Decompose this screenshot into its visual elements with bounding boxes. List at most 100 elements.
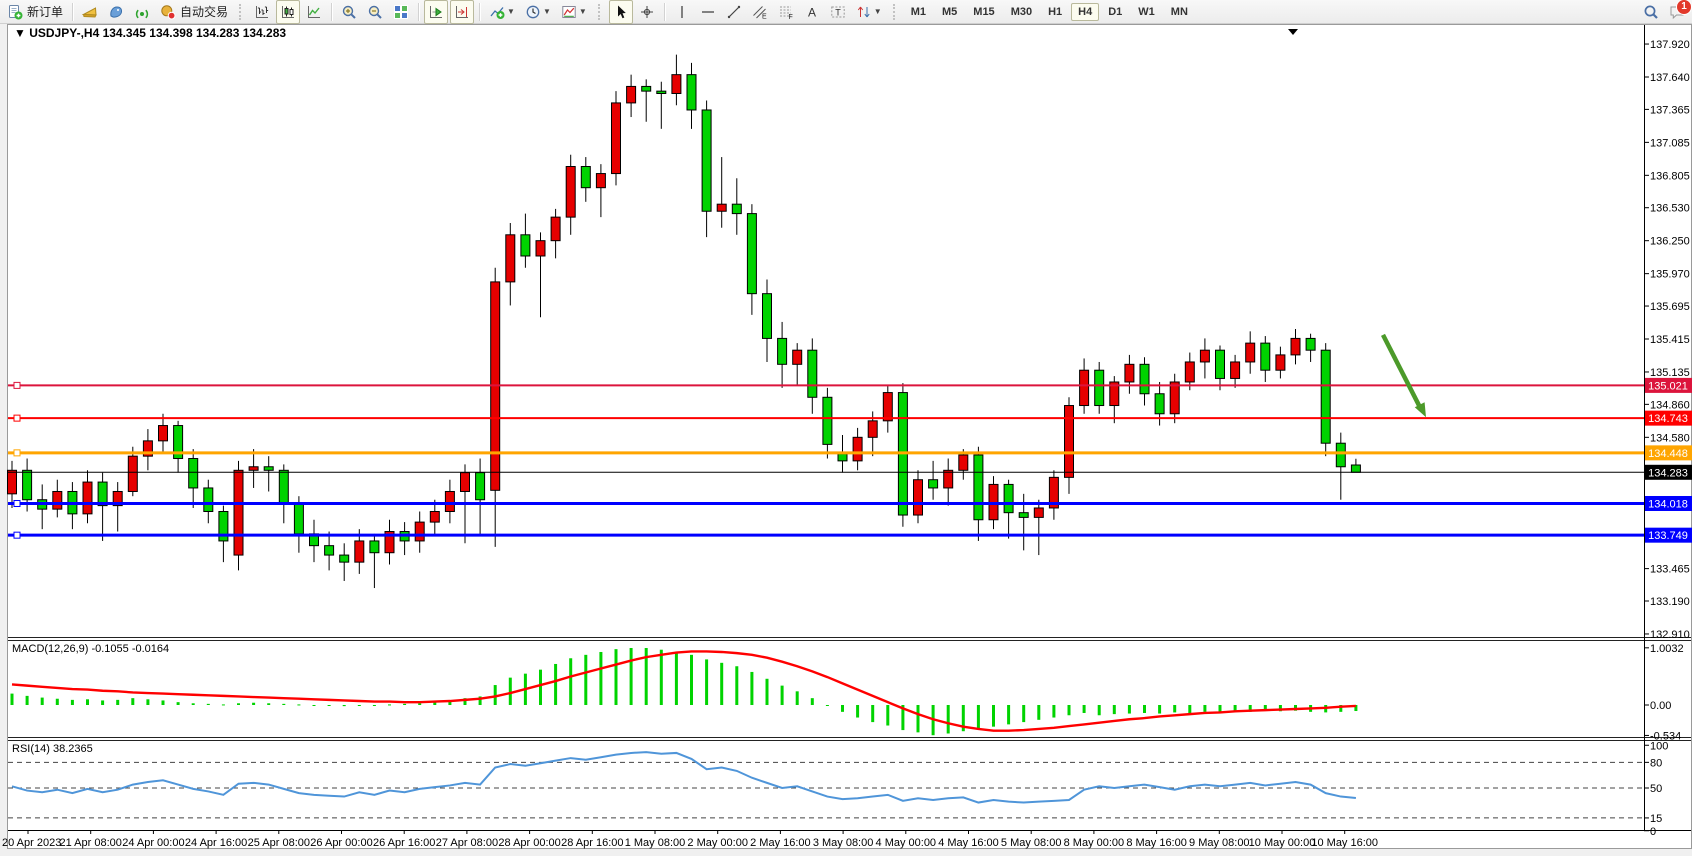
horizontal-lines[interactable]: 135.021 134.743 134.448 134.018 133.749 [8,377,1692,543]
line-anchor-handle [13,499,21,507]
toolbar-grip [239,3,245,20]
macd-pane-title: MACD(12,26,9) -0.1055 -0.0164 [12,643,169,655]
market-watch-button[interactable] [78,0,102,24]
price-tick-label: 135.135 [1650,367,1690,379]
timeframe-w1-button[interactable]: W1 [1138,5,1155,18]
search-button[interactable] [1639,0,1663,24]
rsi-line [11,751,1356,804]
new-order-icon [7,4,23,20]
price-tick-label: 134.580 [1650,432,1690,444]
chevron-down-icon[interactable]: ▼ [873,7,882,16]
channel-icon: E [752,4,768,20]
date-tick-label: 2 May 00:00 [687,837,748,849]
fibonacci-button[interactable]: F [774,0,798,24]
price-tick-label: 136.530 [1650,203,1690,215]
notifications-button[interactable]: 1 [1665,0,1692,24]
zoom-in-icon [341,4,357,20]
data-window-button[interactable] [104,0,128,24]
chart-shift-marker[interactable] [1288,29,1298,35]
svg-text:A: A [808,5,816,19]
rsi-indicator: 100 80 50 150 [8,740,1668,838]
zoom-out-icon [367,4,383,20]
zoom-in-button[interactable] [337,0,361,24]
price-level-badge-label: 135.021 [1648,380,1688,392]
horizontal-line-button[interactable] [696,0,720,24]
auto-scroll-button[interactable] [424,0,449,24]
date-tick-label: 5 May 08:00 [1001,837,1062,849]
timeframe-h4-button[interactable]: H4 [1071,2,1100,21]
crosshair-button[interactable] [635,0,659,24]
templates-button[interactable]: ▼ [557,0,591,24]
toolbar: 新订单 自动交易 ▼ ▼ ▼ E F A T ▼ M1 M5 M15 M30 H1 H4 D1 W1 MN 1 [0,0,1692,24]
sell-signal-arrow[interactable] [1380,333,1426,418]
price-tick-label: 133.190 [1650,596,1690,608]
date-tick-label: 26 Apr 16:00 [373,837,435,849]
trendline-icon [726,4,742,20]
timeframe-d1-button[interactable]: D1 [1108,5,1123,18]
timeframe-m30-button[interactable]: M30 [1010,5,1033,18]
price-level-badge [1645,527,1692,543]
equidistant-channel-button[interactable]: E [748,0,772,24]
chart-canvas[interactable]: 135.021 134.743 134.448 134.018 133.749 134.2… [0,24,1692,856]
date-tick-label: 9 May 08:00 [1189,837,1250,849]
chevron-down-icon[interactable]: ▼ [507,7,515,16]
bar-chart-button[interactable] [250,0,274,24]
price-tick-label: 134.860 [1650,399,1690,411]
date-tick-label: 4 May 00:00 [876,837,937,849]
date-tick-label: 10 May 00:00 [1249,837,1316,849]
new-order-button[interactable]: 新订单 [3,0,67,24]
arrows-button[interactable]: ▼ [852,0,886,24]
price-level-badge-label: 134.743 [1648,413,1688,425]
price-level-badge-label: 134.448 [1648,448,1688,460]
price-tick-label: 135.695 [1650,301,1690,313]
chart-window[interactable]: 135.021 134.743 134.448 134.018 133.749 134.2… [0,24,1692,850]
timeframe-m1-button[interactable]: M1 [910,5,926,18]
timeframe-m5-button[interactable]: M5 [942,5,958,18]
text-button[interactable]: A [800,0,824,24]
rsi-pane-title: RSI(14) 38.2365 [12,743,93,755]
timeframe-h1-button[interactable]: H1 [1048,5,1063,18]
text-label-icon: T [830,4,846,20]
toolbar-separator [418,2,420,21]
chart-frame [7,24,1692,849]
line-anchor-handle [13,381,21,389]
price-tick-label: 137.365 [1650,104,1690,116]
price-level-badge [1645,495,1692,511]
trendline-button[interactable] [722,0,746,24]
text-a-icon: A [804,4,820,20]
macd-axis-label: -0.534 [1650,730,1681,742]
periods-button[interactable]: ▼ [521,0,555,24]
tile-windows-button[interactable] [389,0,413,24]
date-tick-label: 25 Apr 08:00 [248,837,310,849]
date-tick-label: 28 Apr 16:00 [561,837,623,849]
autotrading-button[interactable]: 自动交易 [156,0,232,24]
chart-shift-button[interactable] [450,0,475,24]
date-tick-label: 4 May 16:00 [938,837,999,849]
candlestick-chart-button[interactable] [276,0,301,24]
price-tick-label: 135.415 [1650,334,1690,346]
text-label-button[interactable]: T [826,0,850,24]
current-price-badge [1645,464,1692,480]
price-tick-label: 136.250 [1650,236,1690,248]
zoom-out-button[interactable] [363,0,387,24]
cursor-button[interactable] [608,0,633,24]
indicators-button[interactable]: ▼ [485,0,519,24]
date-tick-label: 24 Apr 16:00 [185,837,247,849]
arrows-icon [856,4,872,20]
chevron-down-icon[interactable]: ▼ [542,7,551,16]
rsi-axis-label: 15 [1650,813,1662,825]
timeframe-m15-button[interactable]: M15 [973,5,995,18]
gold-wedge-icon [82,4,98,20]
line-anchor-handle [13,449,21,457]
price-level-badge [1645,445,1692,461]
line-anchor-handle [13,531,21,539]
ea-signal-button[interactable] [130,0,154,24]
price-tick-label: 137.640 [1650,72,1690,84]
template-icon [561,4,577,20]
chevron-down-icon[interactable]: ▼ [578,7,587,16]
toolbar-grip [892,3,899,20]
timeframe-mn-button[interactable]: MN [1170,5,1188,18]
line-chart-button[interactable] [302,0,326,24]
vertical-line-button[interactable] [670,0,694,24]
